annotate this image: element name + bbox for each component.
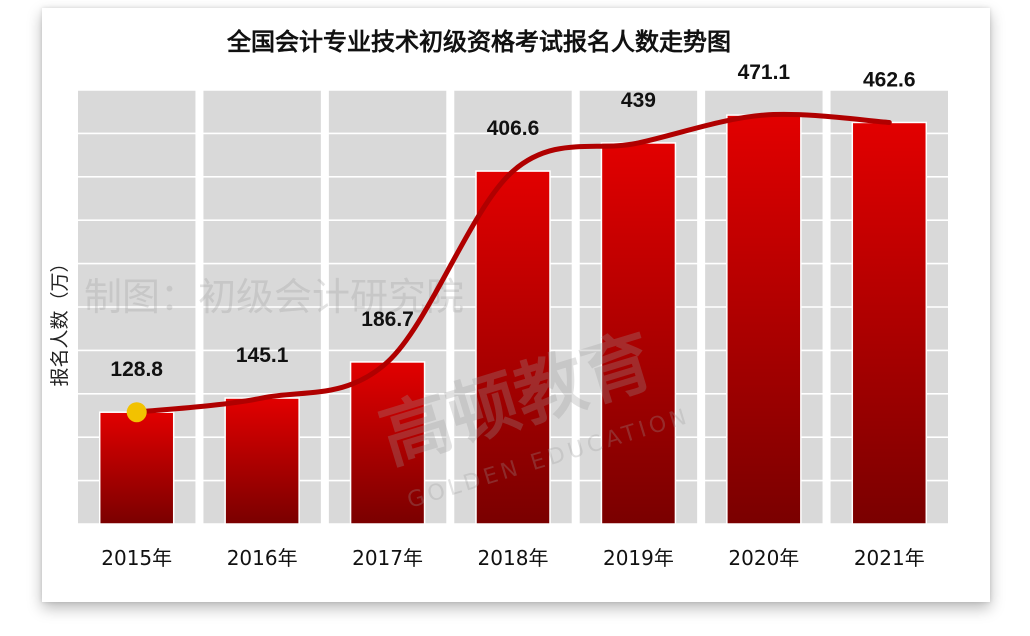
x-tick-label: 2017年 (352, 546, 423, 570)
bar (475, 170, 551, 525)
chart-svg: 制图：初级会计研究院 高顿教育 GOLDEN EDUCATION 128.814… (49, 28, 952, 570)
x-tick-labels: 2015年 2016年 2017年 2018年 2019年 2020年 2021年 (101, 546, 924, 570)
data-label: 462.6 (863, 68, 916, 91)
trend-line (126, 111, 892, 423)
data-label: 128.8 (110, 358, 163, 381)
bar (98, 411, 175, 525)
y-axis-label: 报名人数（万） (49, 253, 71, 386)
chart-title: 全国会计专业技术初级资格考试报名人数走势图 (226, 28, 731, 56)
bar (851, 121, 928, 525)
trend-start-marker (126, 402, 147, 423)
data-label: 186.7 (361, 308, 414, 331)
bar (349, 361, 426, 525)
watermark-credit: 制图：初级会计研究院 (84, 275, 464, 319)
x-tick-label: 2016年 (227, 546, 298, 570)
x-tick-label: 2019年 (603, 546, 674, 570)
bars (98, 114, 928, 525)
x-tick-label: 2020年 (728, 546, 799, 570)
chart-card: 制图：初级会计研究院 高顿教育 GOLDEN EDUCATION 128.8 14… (42, 8, 990, 602)
bar (224, 397, 300, 525)
trend-curve (134, 111, 892, 415)
data-labels: 128.8 145.1 186.7 406.6 439 471.1 462.6 (110, 61, 915, 381)
data-label: 406.6 (487, 117, 540, 140)
data-label: 439 (621, 89, 656, 112)
x-tick-label: 2021年 (854, 546, 925, 570)
x-tick-label: 2018年 (478, 546, 549, 570)
bar (600, 142, 677, 525)
data-label: 471.1 (738, 61, 791, 84)
bar (726, 114, 802, 525)
data-label: 145.1 (236, 344, 289, 367)
x-tick-label: 2015年 (101, 546, 172, 570)
